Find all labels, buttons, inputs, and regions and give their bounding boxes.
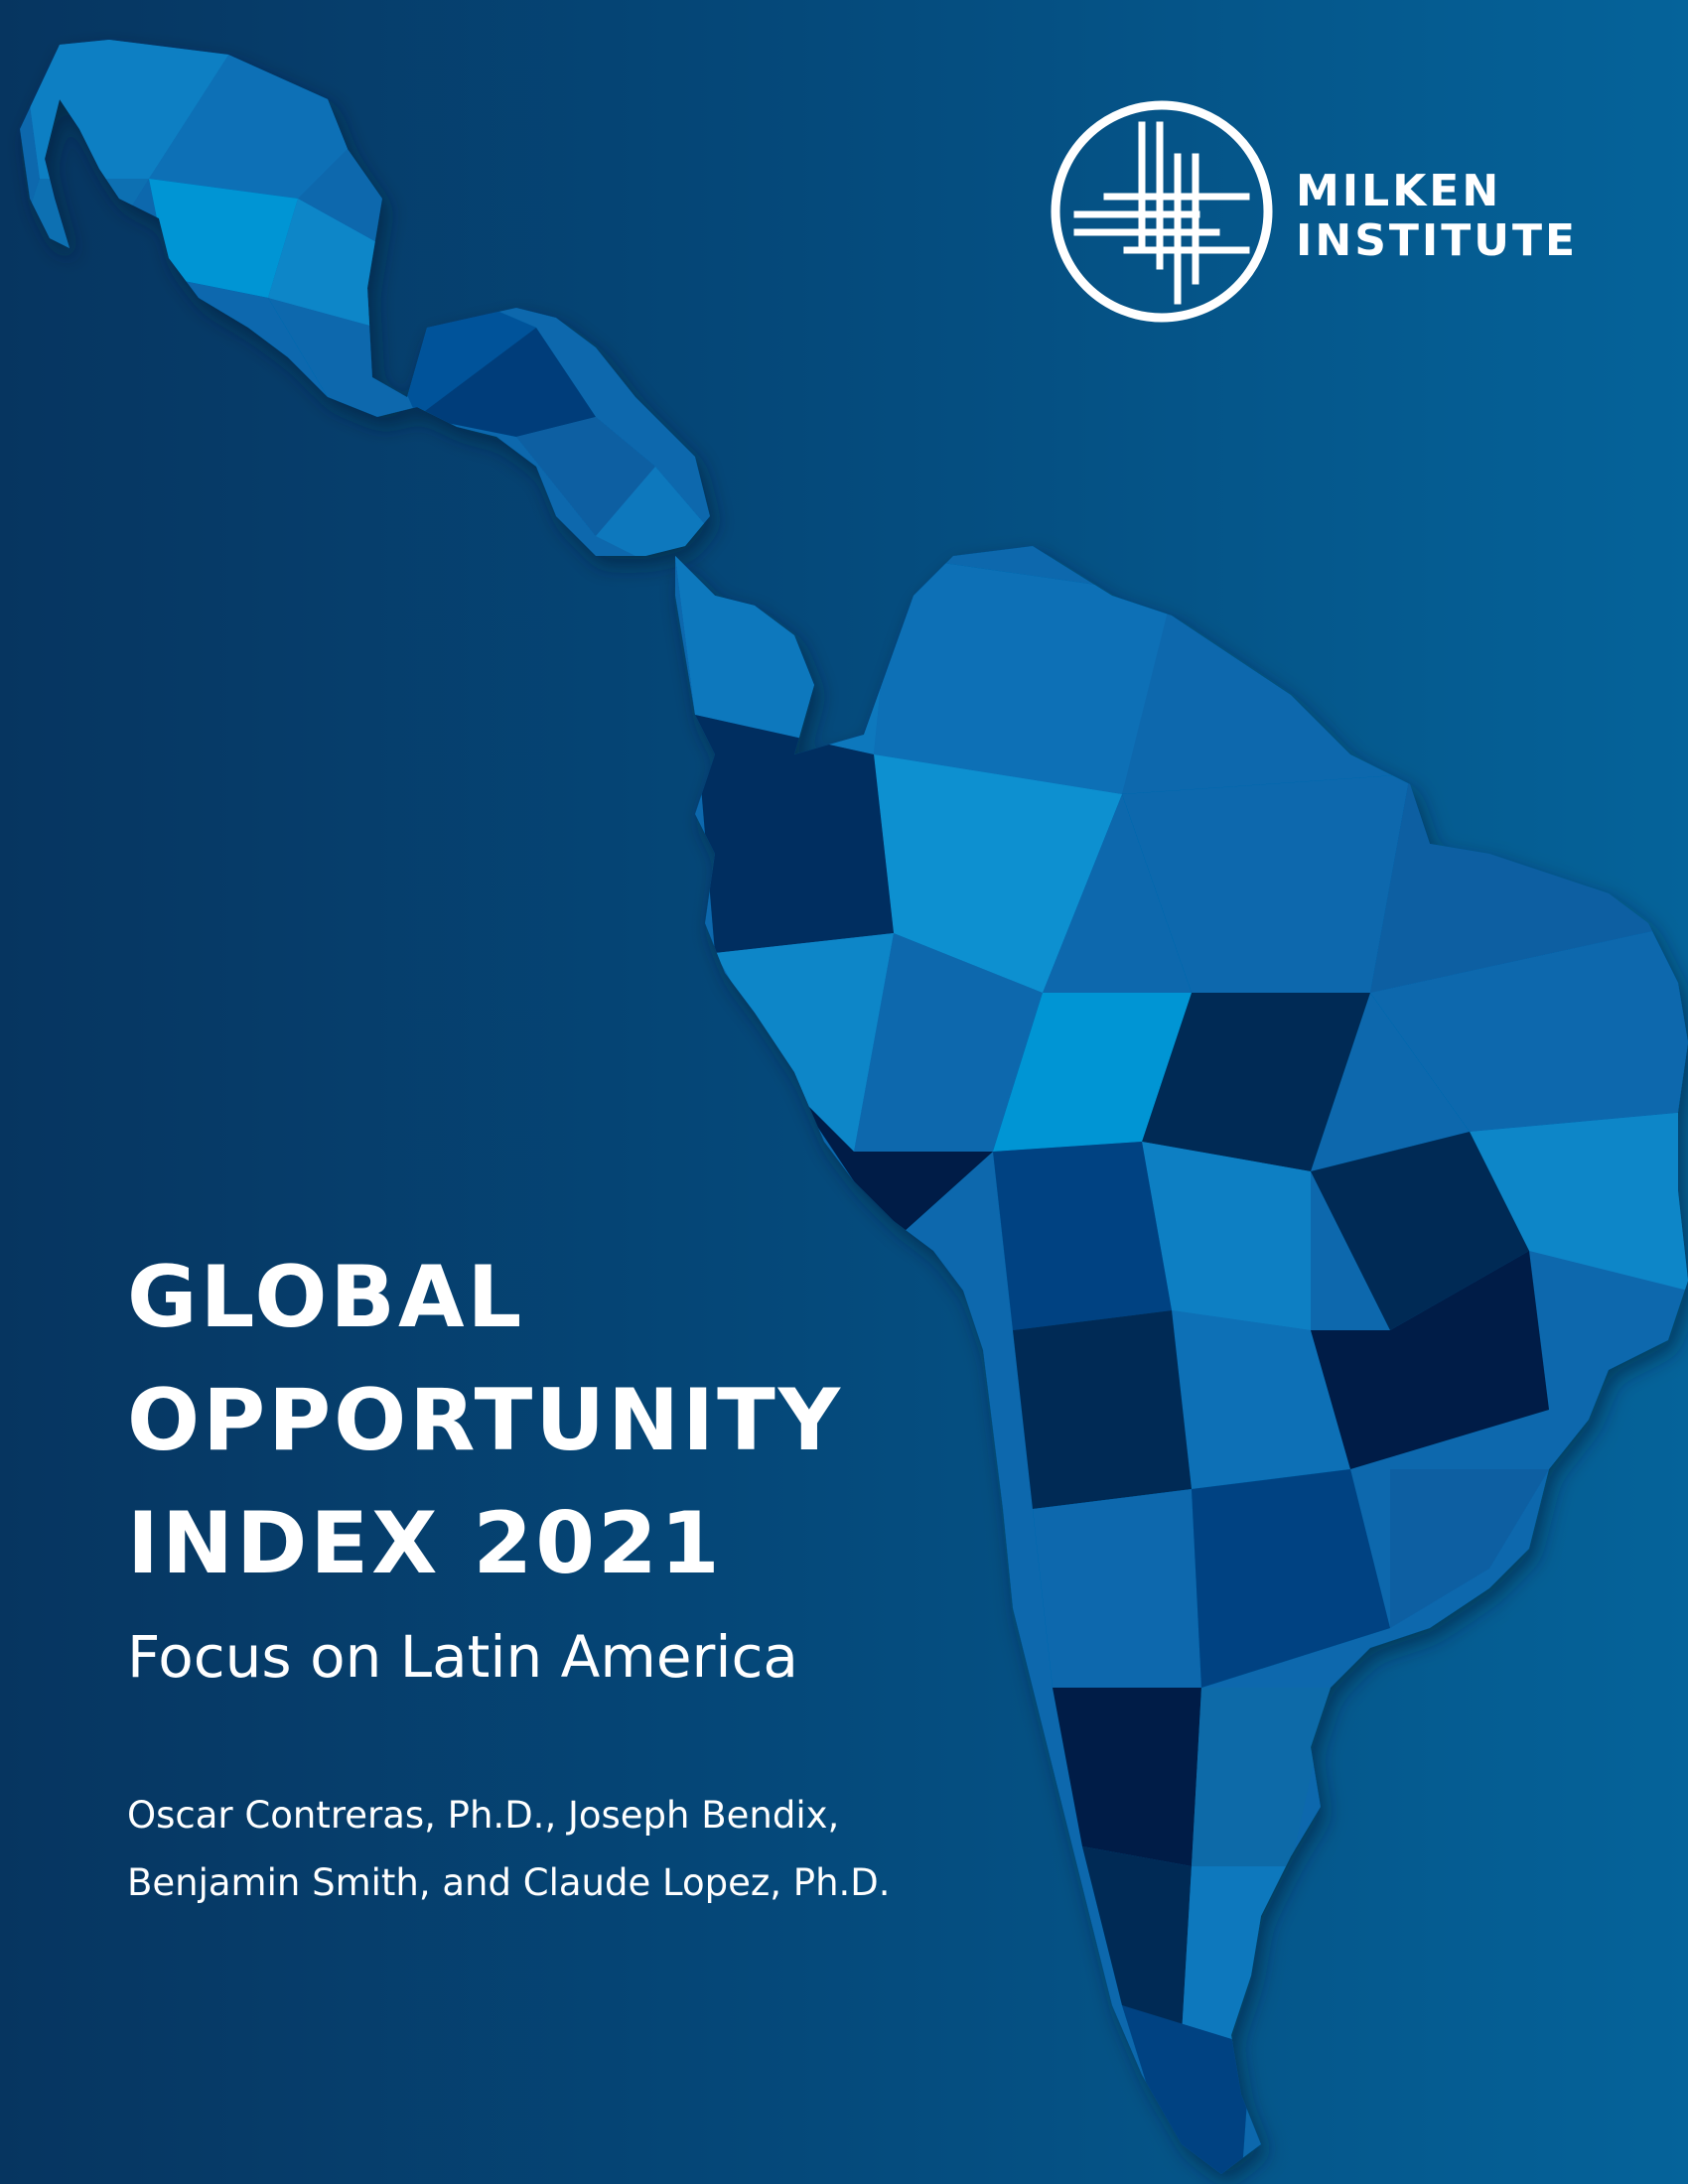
logo-line-1: MILKEN — [1296, 166, 1502, 216]
title-line-3: INDEX 2021 — [127, 1494, 723, 1593]
authors-line-2: Benjamin Smith, and Claude Lopez, Ph.D. — [127, 1861, 891, 1904]
title-line-2: OPPORTUNITY — [127, 1371, 844, 1470]
milken-lattice-circle-icon — [1051, 100, 1273, 323]
logo-wordmark: MILKEN INSTITUTE — [1296, 167, 1578, 266]
report-title: GLOBAL OPPORTUNITY INDEX 2021 — [127, 1236, 1021, 1605]
report-subtitle: Focus on Latin America — [127, 1623, 798, 1691]
author-list: Oscar Contreras, Ph.D., Joseph Bendix, B… — [127, 1782, 1021, 1917]
milken-institute-logo: MILKEN INSTITUTE — [1048, 97, 1575, 326]
title-line-1: GLOBAL — [127, 1248, 525, 1347]
authors-line-1: Oscar Contreras, Ph.D., Joseph Bendix, — [127, 1794, 840, 1837]
title-block: GLOBAL OPPORTUNITY INDEX 2021 Focus on L… — [127, 1236, 1021, 1695]
logo-line-2: INSTITUTE — [1296, 215, 1579, 266]
